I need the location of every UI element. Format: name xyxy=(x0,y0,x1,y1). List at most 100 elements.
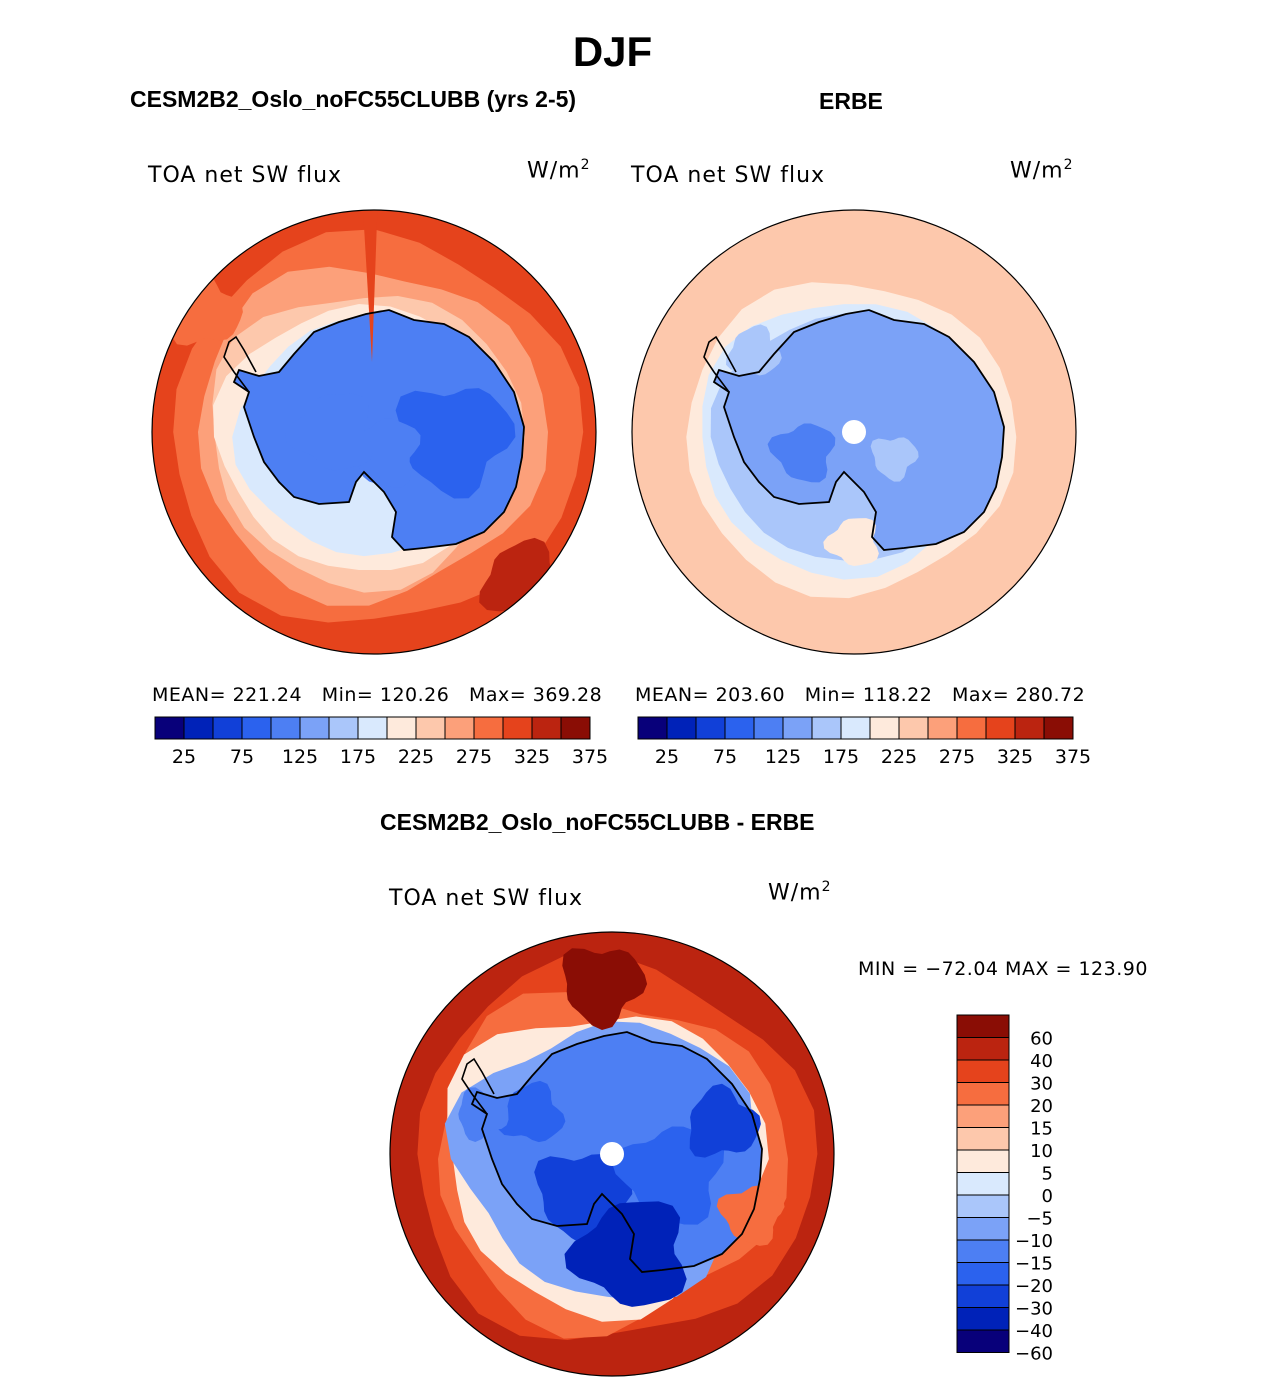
colorbar-tick-label: 325 xyxy=(997,746,1033,768)
model-mean-label: MEAN= xyxy=(152,684,227,706)
colorbar-swatch xyxy=(956,1217,1010,1241)
model-min-label: Min= xyxy=(321,684,374,706)
obs-units-base: W/m xyxy=(1010,158,1064,184)
contour-patch xyxy=(870,437,919,482)
map-outline xyxy=(631,209,1077,655)
obs-mean-value: 203.60 xyxy=(715,684,786,706)
colorbar-swatch xyxy=(1043,716,1074,740)
colorbar-swatch xyxy=(956,1127,1010,1151)
obs-map xyxy=(632,210,1076,654)
colorbar-swatch xyxy=(956,1059,1010,1083)
pole-hole xyxy=(842,420,866,444)
contour-patch xyxy=(498,1080,566,1143)
coastline xyxy=(470,1031,763,1273)
coastline xyxy=(232,309,525,551)
colorbar-tick-label: 375 xyxy=(572,746,608,768)
contour-patch xyxy=(534,1154,633,1245)
colorbar-tick-label: 175 xyxy=(823,746,859,768)
colorbar-tick-label: 325 xyxy=(514,746,550,768)
meridian-artifact xyxy=(362,210,378,362)
model-units-label: W/m2 xyxy=(527,157,591,183)
model-max-value: 369.28 xyxy=(532,684,603,706)
colorbar-swatch xyxy=(328,716,359,740)
colorbar-swatch xyxy=(241,716,272,740)
colorbar-tick-label: 225 xyxy=(881,746,917,768)
colorbar-tick-label: 75 xyxy=(230,746,254,768)
colorbar-tick-label: 15 xyxy=(1030,1119,1053,1140)
colorbar-tick-label: −60 xyxy=(1015,1344,1053,1365)
colorbar-tick-label: 25 xyxy=(172,746,196,768)
colorbar-tick-label: 60 xyxy=(1030,1029,1053,1050)
obs-max-value: 280.72 xyxy=(1015,684,1086,706)
colorbar-tick-label: −15 xyxy=(1015,1254,1053,1275)
contour-patch xyxy=(284,393,374,471)
model-units-base: W/m xyxy=(527,158,581,184)
contour-patch xyxy=(823,518,879,566)
colorbar-swatch xyxy=(956,1082,1010,1106)
colorbar-swatch xyxy=(212,716,243,740)
colorbar-swatch xyxy=(956,1329,1010,1353)
colorbar-tick-label: 0 xyxy=(1042,1186,1053,1207)
colorbar-tick-label: 10 xyxy=(1030,1141,1053,1162)
colorbar-layer: 25 75 125 175 225 275 325 375 25 75 125 175 225 275 32… xyxy=(154,716,1091,1365)
colorbar-swatch xyxy=(985,716,1016,740)
colorbar-swatch xyxy=(956,716,987,740)
colorbar-swatch xyxy=(270,716,301,740)
colorbar-swatch xyxy=(299,716,330,740)
coastline xyxy=(712,309,1005,551)
colorbar-swatch xyxy=(386,716,417,740)
colorbar-swatch xyxy=(956,1037,1010,1061)
colorbar-swatch xyxy=(666,716,697,740)
model-max-label: Max= xyxy=(468,684,527,706)
model-map xyxy=(152,210,596,654)
colorbar-tick-label: 25 xyxy=(655,746,679,768)
colorbar-swatch xyxy=(811,716,842,740)
colorbar-swatch xyxy=(956,1307,1010,1331)
colorbar-tick-label: 275 xyxy=(939,746,975,768)
colorbar-tick-label: 5 xyxy=(1042,1164,1053,1185)
colorbar-swatch xyxy=(695,716,726,740)
colorbar-swatch xyxy=(956,1194,1010,1218)
obs-mean-label: MEAN= xyxy=(635,684,710,706)
colorbar-tick-label: 20 xyxy=(1030,1096,1053,1117)
obs-max-label: Max= xyxy=(951,684,1010,706)
colorbar-swatch xyxy=(956,1149,1010,1173)
contour-patch xyxy=(564,1201,687,1307)
colorbar-tick-label: 175 xyxy=(340,746,376,768)
colorbar-tick-label: 125 xyxy=(282,746,318,768)
colorbar-swatch xyxy=(956,1104,1010,1128)
colorbar-tick-label: 125 xyxy=(765,746,801,768)
colorbar-swatch xyxy=(956,1172,1010,1196)
colorbar-swatch xyxy=(840,716,871,740)
map-outline xyxy=(389,931,835,1377)
colorbar-swatch xyxy=(956,1262,1010,1286)
obs-variable-label: TOA net SW flux xyxy=(631,163,826,188)
colorbar-swatch xyxy=(560,716,591,740)
model-units-exponent: 2 xyxy=(580,157,591,173)
colorbar-tick-label: −40 xyxy=(1015,1321,1053,1342)
figure-title: DJF xyxy=(572,28,653,75)
obs-colorbar: 25 75 125 175 225 275 325 375 xyxy=(637,716,1091,768)
contour-patch xyxy=(767,423,836,483)
diff-units-base: W/m xyxy=(768,880,822,906)
diff-units-label: W/m2 xyxy=(768,879,832,905)
colorbar-tick-label: 40 xyxy=(1030,1051,1053,1072)
model-stats: MEAN= 221.24 Min= 120.26 Max= 369.28 xyxy=(152,684,602,706)
contour-patch xyxy=(395,388,516,499)
obs-min-value: 118.22 xyxy=(862,684,933,706)
colorbar-tick-label: −10 xyxy=(1015,1231,1053,1252)
diff-map xyxy=(390,932,834,1376)
model-colorbar: 25 75 125 175 225 275 325 375 xyxy=(154,716,608,768)
colorbar-swatch xyxy=(473,716,504,740)
colorbar-tick-label: 225 xyxy=(398,746,434,768)
peninsula-coastline xyxy=(703,335,737,393)
colorbar-swatch xyxy=(956,1014,1010,1038)
diff-units-exponent: 2 xyxy=(821,879,832,895)
colorbar-swatch xyxy=(927,716,958,740)
colorbar-swatch xyxy=(782,716,813,740)
colorbar-swatch xyxy=(444,716,475,740)
model-min-value: 120.26 xyxy=(379,684,450,706)
obs-min-label: Min= xyxy=(804,684,857,706)
